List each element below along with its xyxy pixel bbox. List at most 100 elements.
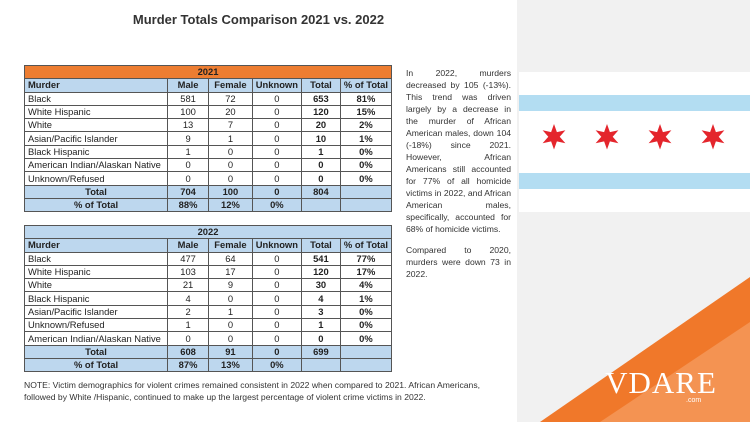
cell-pct: 0% (339, 171, 393, 186)
total-total: 804 (300, 184, 341, 199)
side-commentary: In 2022, murders decreased by 105 (-13%)… (406, 67, 511, 280)
hatched-cell (300, 197, 341, 213)
slide-panel: Murder Totals Comparison 2021 vs. 2022 2… (0, 0, 517, 422)
table-row: Black 581 72 0 653 81% (23, 91, 393, 106)
cell-unknown: 0 (251, 331, 302, 346)
pct-male: 88% (167, 197, 210, 213)
star-icon (701, 124, 725, 150)
cell-male: 477 (167, 251, 210, 266)
table-2022-year: 2022 (24, 224, 392, 240)
total-female: 100 (208, 184, 253, 199)
col-unknown-header: Unknown (251, 78, 302, 93)
cell-male: 0 (167, 331, 210, 346)
cell-pct: 81% (339, 91, 393, 106)
cell-total: 30 (300, 278, 341, 293)
cell-female: 72 (208, 91, 253, 106)
col-male-header: Male (167, 78, 210, 93)
cell-female: 17 (208, 264, 253, 280)
pct-row: % of Total 88% 12% 0% (23, 197, 393, 213)
cell-unknown: 0 (251, 104, 302, 120)
cell-female: 0 (208, 291, 253, 306)
cell-label: White Hispanic (23, 264, 169, 280)
orange-corner-highlight (600, 322, 750, 422)
cell-male: 4 (167, 291, 210, 306)
pct-label: % of Total (23, 197, 169, 213)
table-row: Unknown/Refused 0 0 0 0 0% (23, 171, 393, 186)
commentary-paragraph: Compared to 2020, murders were down 73 i… (406, 245, 511, 279)
hatched-cell (339, 344, 393, 359)
flag-stripe-bottom (519, 173, 750, 189)
cell-unknown: 0 (251, 251, 302, 266)
cell-label: White Hispanic (23, 104, 169, 120)
col-total-header: Total (300, 78, 341, 93)
table-row: Black Hispanic 4 0 0 4 1% (23, 291, 393, 306)
table-2022: 2022 Murder Male Female Unknown Total % … (23, 224, 393, 373)
cell-total: 120 (300, 264, 341, 280)
cell-female: 0 (208, 331, 253, 346)
hatched-cell (339, 357, 393, 373)
table-row: White Hispanic 103 17 0 120 17% (23, 264, 393, 280)
flag-stars (542, 124, 725, 150)
cell-pct: 0% (339, 144, 393, 160)
cell-female: 1 (208, 131, 253, 146)
cell-unknown: 0 (251, 291, 302, 306)
cell-pct: 1% (339, 291, 393, 306)
table-row: Asian/Pacific Islander 9 1 0 10 1% (23, 131, 393, 146)
pct-female: 13% (208, 357, 253, 373)
cell-label: Unknown/Refused (23, 171, 169, 186)
total-label: Total (23, 344, 169, 359)
cell-unknown: 0 (251, 318, 302, 333)
cell-label: Black Hispanic (23, 144, 169, 160)
cell-male: 13 (167, 118, 210, 133)
cell-male: 1 (167, 318, 210, 333)
table-row: Asian/Pacific Islander 2 1 0 3 0% (23, 304, 393, 320)
cell-pct: 77% (339, 251, 393, 266)
col-pct-header: % of Total (339, 78, 393, 93)
cell-pct: 0% (339, 304, 393, 320)
cell-male: 100 (167, 104, 210, 120)
star-icon (648, 124, 672, 150)
cell-label: American Indian/Alaskan Native (23, 331, 169, 346)
cell-unknown: 0 (251, 144, 302, 160)
pct-unknown: 0% (251, 357, 302, 373)
cell-pct: 1% (339, 131, 393, 146)
cell-pct: 0% (339, 158, 393, 173)
commentary-paragraph: In 2022, murders decreased by 105 (-13%)… (406, 68, 511, 234)
star-icon (542, 124, 566, 150)
cell-total: 0 (300, 171, 341, 186)
cell-unknown: 0 (251, 278, 302, 293)
cell-total: 0 (300, 158, 341, 173)
total-male: 704 (167, 184, 210, 199)
cell-label: Asian/Pacific Islander (23, 304, 169, 320)
col-male-header: Male (167, 238, 210, 253)
table-row: Black Hispanic 1 0 0 1 0% (23, 144, 393, 160)
star-icon (595, 124, 619, 150)
cell-total: 541 (300, 251, 341, 266)
cell-male: 0 (167, 158, 210, 173)
cell-total: 3 (300, 304, 341, 320)
cell-label: Unknown/Refused (23, 318, 169, 333)
cell-label: Asian/Pacific Islander (23, 131, 169, 146)
total-unknown: 0 (251, 344, 302, 359)
cell-female: 0 (208, 318, 253, 333)
cell-label: White (23, 118, 169, 133)
cell-female: 9 (208, 278, 253, 293)
cell-male: 103 (167, 264, 210, 280)
col-murder-header: Murder (23, 238, 169, 253)
cell-total: 653 (300, 91, 341, 106)
cell-unknown: 0 (251, 118, 302, 133)
hatched-cell (339, 184, 393, 199)
vdare-logo: VDARE (605, 365, 717, 400)
table-2021: 2021 Murder Male Female Unknown Total % … (23, 64, 393, 213)
cell-male: 0 (167, 171, 210, 186)
total-total: 699 (300, 344, 341, 359)
col-female-header: Female (208, 78, 253, 93)
hatched-cell (300, 357, 341, 373)
cell-label: White (23, 278, 169, 293)
cell-female: 64 (208, 251, 253, 266)
total-row: Total 704 100 0 804 (23, 184, 393, 199)
cell-female: 20 (208, 104, 253, 120)
cell-unknown: 0 (251, 264, 302, 280)
footnote: NOTE: Victim demographics for violent cr… (24, 380, 481, 402)
pct-female: 12% (208, 197, 253, 213)
